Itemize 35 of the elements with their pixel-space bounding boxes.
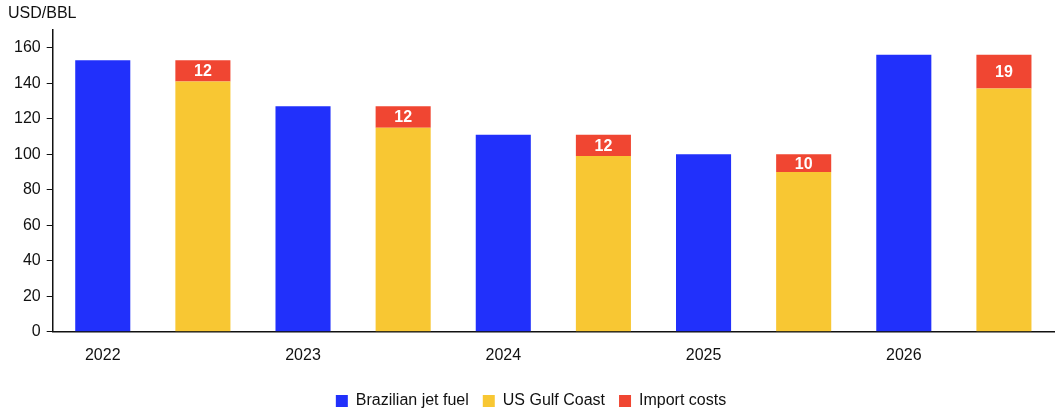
y-tick-label: 120 (13, 109, 41, 127)
y-tick-label: 80 (22, 180, 41, 198)
y-tick-label: 60 (22, 215, 41, 233)
x-tick-label: 2024 (485, 345, 522, 363)
data-label: 10 (794, 154, 813, 172)
y-axis-title: USD/BBL (8, 4, 77, 22)
bar (75, 60, 131, 332)
bar (575, 156, 631, 332)
legend-label: Brazilian jet fuel (355, 391, 469, 409)
bar (976, 54, 1032, 89)
y-tick-label: 20 (22, 286, 41, 304)
y-tick-label: 0 (31, 322, 41, 340)
data-label: 12 (394, 108, 413, 126)
bar (275, 106, 331, 332)
y-tick-label: 40 (22, 251, 41, 269)
x-tick-label: 2023 (285, 345, 321, 363)
bar (876, 54, 932, 332)
bar (676, 154, 732, 332)
legend-label: Import costs (639, 391, 727, 409)
bar (475, 134, 531, 332)
y-tick-label: 100 (13, 144, 41, 162)
x-tick-label: 2025 (685, 345, 722, 363)
data-label: 12 (594, 136, 613, 154)
y-tick-label: 160 (13, 38, 41, 56)
x-tick-label: 2026 (886, 345, 922, 363)
bar (976, 88, 1032, 332)
bar (375, 127, 431, 332)
bar (375, 106, 431, 128)
bar (175, 81, 231, 332)
data-label: 12 (193, 62, 212, 80)
data-label: 19 (995, 63, 1013, 81)
y-tick-label: 140 (13, 73, 41, 91)
legend-label: US Gulf Coast (502, 391, 606, 409)
x-tick-label: 2022 (84, 345, 121, 363)
bar (776, 172, 832, 332)
